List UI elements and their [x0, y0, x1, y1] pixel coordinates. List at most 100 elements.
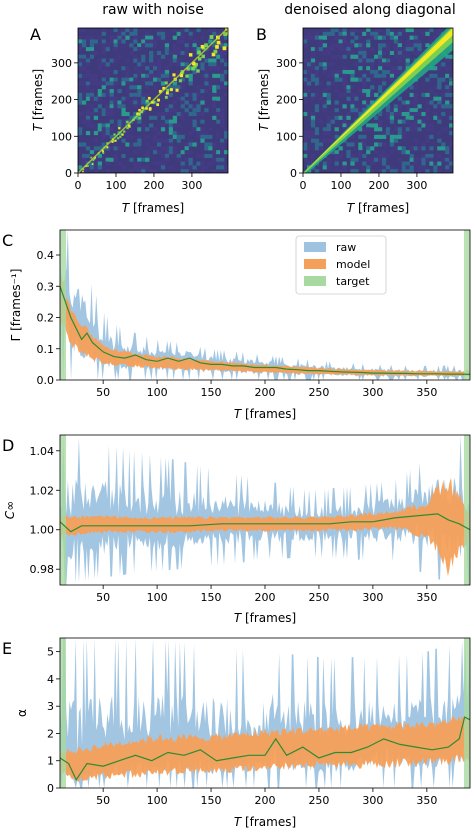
heatmap-cell — [385, 35, 391, 40]
heatmap-cell — [393, 47, 399, 52]
heatmap-cell — [220, 161, 225, 166]
heatmap-cell — [133, 150, 138, 155]
heatmap-cell — [101, 111, 106, 117]
heatmap-cell — [342, 115, 347, 120]
heatmap-cell — [350, 85, 355, 90]
heatmap-cell — [401, 134, 406, 139]
heatmap-cell — [109, 39, 114, 44]
heatmap-cell — [397, 54, 402, 59]
heatmap-cell — [101, 123, 106, 128]
heatmap-cell — [370, 161, 375, 166]
heatmap-cell — [334, 150, 339, 155]
heatmap-cell — [137, 142, 142, 147]
heatmap-cell — [137, 127, 142, 132]
heatmap-cell — [176, 138, 181, 143]
heatmap-cell — [149, 39, 154, 44]
heatmap-cell — [121, 108, 126, 113]
heatmap-cell — [433, 66, 438, 71]
heatmap-cell — [318, 119, 324, 124]
heatmap-cell — [350, 43, 355, 48]
heatmap-cell — [216, 66, 221, 71]
heatmap-cell — [306, 62, 312, 67]
heatmap-cell — [342, 66, 347, 71]
heatmap-cell — [374, 28, 379, 33]
heatmap-cell — [129, 142, 134, 147]
heatmap-cell — [81, 119, 87, 124]
heatmap-cell — [200, 165, 205, 170]
heatmap-cell — [306, 35, 312, 40]
heatmap-cell — [326, 31, 331, 36]
heatmap-cell — [441, 146, 446, 151]
heatmap-cell — [346, 50, 351, 56]
heatmap-cell — [160, 115, 166, 120]
heatmap-cell — [153, 39, 158, 44]
heatmap-cell — [113, 157, 118, 162]
panel-c-ylabel: Γ [frames⁻¹] — [9, 269, 23, 342]
heatmap-cell — [156, 50, 162, 56]
heatmap-cell — [109, 35, 114, 40]
heatmap-cell — [421, 157, 426, 162]
heatmap-cell — [196, 28, 201, 33]
heatmap-cell — [81, 54, 87, 59]
heatmap-cell — [362, 100, 367, 105]
x-tick-label: 250 — [308, 794, 329, 807]
heatmap-cell — [350, 69, 355, 75]
heatmap-cell — [97, 58, 102, 63]
heatmap-cell — [338, 146, 343, 151]
heatmap-cell — [121, 138, 126, 143]
heatmap-cell — [212, 104, 217, 109]
heatmap-cell — [180, 77, 185, 82]
diagonal-speck — [157, 98, 160, 102]
heatmap-cell — [224, 127, 228, 132]
heatmap-cell — [168, 127, 174, 132]
heatmap-cell — [121, 100, 126, 105]
heatmap-cell — [405, 54, 410, 59]
heatmap-cell — [180, 39, 185, 44]
heatmap-cell — [208, 161, 213, 166]
heatmap-cell — [358, 54, 363, 59]
heatmap-cell — [192, 127, 197, 132]
heatmap-cell — [220, 123, 225, 128]
heatmap-cell — [421, 119, 426, 124]
heatmap-cell — [334, 153, 339, 159]
heatmap-cell — [133, 142, 138, 147]
heatmap-cell — [160, 31, 166, 36]
heatmap-cell — [216, 134, 221, 139]
heatmap-cell — [105, 161, 110, 166]
diagonal-speck — [169, 88, 173, 92]
heatmap-cell — [358, 35, 363, 40]
y-tick-label: 300 — [276, 57, 297, 70]
heatmap-cell — [306, 89, 312, 94]
heatmap-cell — [129, 100, 134, 105]
heatmap-cell — [133, 28, 138, 33]
x-tick-label: 100 — [330, 179, 351, 192]
heatmap-cell — [105, 92, 110, 97]
y-tick-label: 3 — [47, 700, 54, 713]
heatmap-cell — [109, 146, 114, 151]
heatmap-cell — [220, 142, 225, 147]
diagonal-speck — [179, 73, 184, 78]
heatmap-cell — [176, 39, 181, 44]
heatmap-cell — [168, 134, 174, 139]
heatmap-cell — [196, 100, 201, 105]
heatmap-cell — [212, 150, 217, 155]
heatmap-cell — [97, 62, 102, 67]
heatmap-cell — [389, 150, 395, 155]
heatmap-cell — [208, 146, 213, 151]
heatmap-cell — [326, 47, 331, 52]
heatmap-cell — [334, 115, 339, 120]
heatmap-cell — [156, 66, 162, 71]
heatmap-cell — [378, 123, 383, 128]
heatmap-cell — [145, 92, 150, 97]
heatmap-cell — [196, 161, 201, 166]
heatmap-cell — [362, 85, 367, 90]
heatmap-cell — [224, 85, 228, 90]
heatmap-cell — [401, 161, 406, 166]
heatmap-cell — [433, 85, 438, 90]
heatmap-cell — [310, 138, 316, 143]
heatmap-cell — [374, 157, 379, 162]
heatmap-cell — [405, 150, 410, 155]
heatmap-cell — [117, 123, 122, 128]
heatmap-cell — [362, 138, 367, 143]
heatmap-cell — [156, 69, 162, 75]
